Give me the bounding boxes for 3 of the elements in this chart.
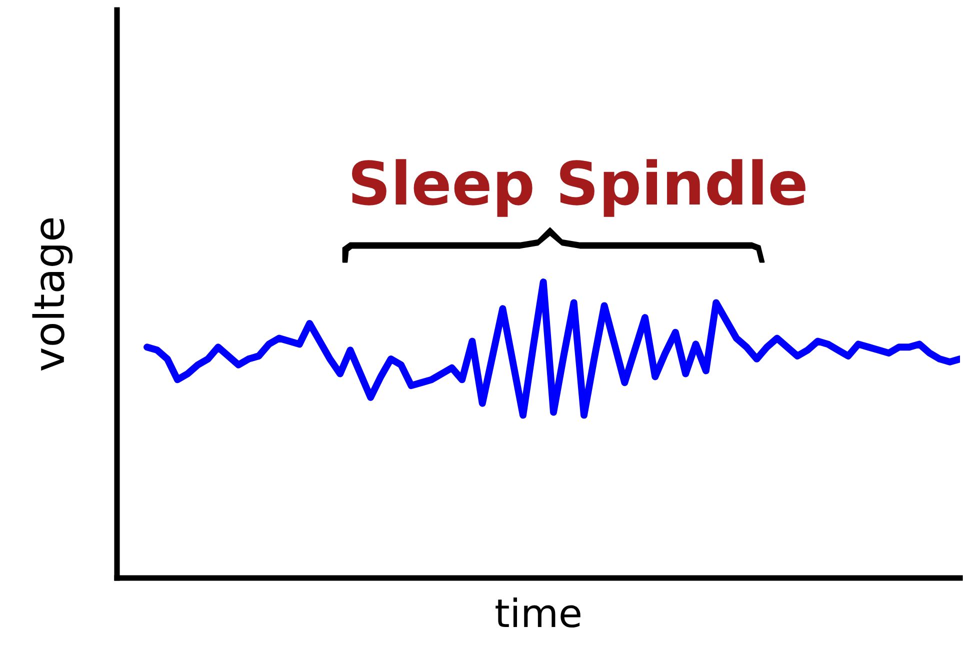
x-axis-title: time bbox=[496, 597, 580, 628]
y-axis-title: voltage bbox=[32, 218, 73, 371]
text: Sleep Spindle bbox=[352, 159, 806, 217]
